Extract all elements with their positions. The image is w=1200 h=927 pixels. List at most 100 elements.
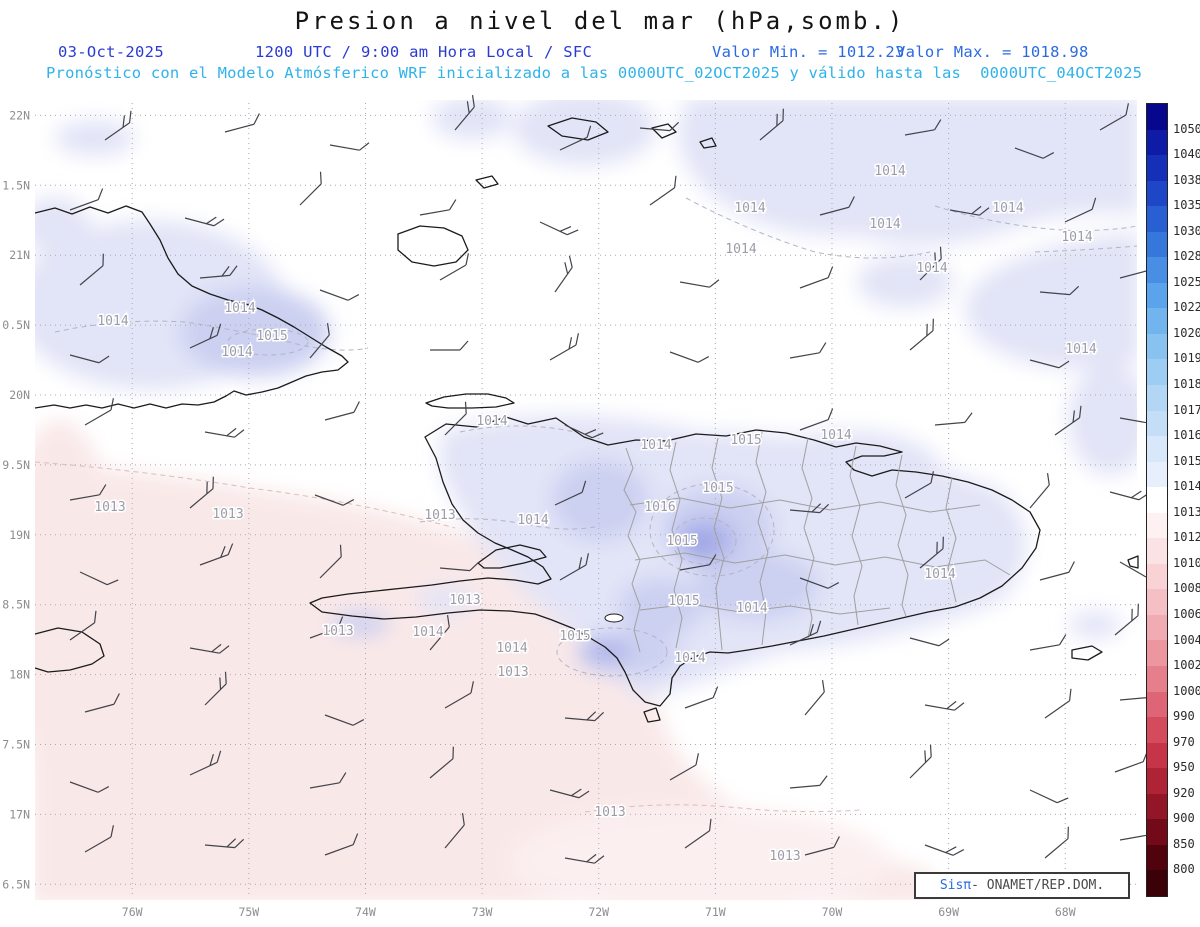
contour-line <box>685 197 931 259</box>
x-axis-label: 75W <box>238 905 259 919</box>
colorbar-cell <box>1147 538 1167 564</box>
wind-barb <box>184 216 225 227</box>
y-axis-label: 6.5N <box>2 877 30 891</box>
y-axis-label: 17N <box>9 807 30 821</box>
wind-barb <box>804 680 825 716</box>
contour-label: 1014 <box>221 345 252 360</box>
x-axis-label: 72W <box>588 905 609 919</box>
wind-barb <box>669 753 699 781</box>
colorbar-cell <box>1147 385 1167 411</box>
contour-line <box>227 328 309 356</box>
wind-barb <box>309 616 344 639</box>
shade-blob <box>458 418 582 486</box>
shade-blob <box>180 287 330 377</box>
colorbar-cell <box>1147 640 1167 667</box>
wind-barb <box>299 171 322 206</box>
wind-barb <box>909 637 950 647</box>
page-title: Presion a nivel del mar (hPa,somb.) <box>294 7 906 35</box>
coastline-gonave-island <box>477 544 547 569</box>
wind-barb <box>309 772 347 789</box>
shade-blob <box>678 100 1137 245</box>
contour-label: 1014 <box>820 428 851 443</box>
y-axis-label: 19N <box>9 528 30 542</box>
contour-label: 1014 <box>496 641 527 656</box>
axis-labels: 76W 75W 74W 73W 72W 71W 70W 69W 68W 22N 1.5N 21N 0.5… <box>2 108 1075 919</box>
wind-barb <box>199 543 234 566</box>
colorbar-label: 1022 <box>1173 300 1200 315</box>
colorbar-cell <box>1147 563 1167 590</box>
colorbar-label: 1012 <box>1173 530 1200 545</box>
wind-barb <box>419 199 457 216</box>
wind-barb <box>1114 603 1139 636</box>
wind-barb <box>189 750 222 776</box>
contour-label: 1015 <box>559 629 590 644</box>
wind-barb <box>549 788 590 799</box>
wind-barb <box>324 714 365 726</box>
coastline-cuba <box>34 205 349 409</box>
x-axis-label: 69W <box>938 905 959 919</box>
contour-label: 1013 <box>322 624 353 639</box>
contour-label: 1015 <box>256 329 287 344</box>
colorbar-label: 800 <box>1173 862 1195 877</box>
header-line1: 03-Oct-2025 1200 UTC / 9:00 am Hora Loca… <box>0 43 1200 63</box>
contour-line <box>34 461 456 529</box>
colorbar-label: 1014 <box>1173 479 1200 494</box>
wind-barb <box>204 671 227 706</box>
wind-barb <box>189 643 230 654</box>
wind-barb <box>319 544 342 579</box>
colorbar-labels: 1050 1040 1038 1035 1030 1028 1025 1022 1020 1019… <box>1173 103 1200 897</box>
forecast-time: 1200 UTC / 9:00 am Hora Local / SFC <box>255 43 593 61</box>
wind-barb <box>69 188 104 211</box>
shade-blob <box>694 552 818 620</box>
colorbar-label: 1030 <box>1173 223 1200 238</box>
colorbar-cell <box>1147 410 1167 437</box>
wind-barb <box>819 196 855 216</box>
colorbar-label: 1025 <box>1173 274 1200 289</box>
wind-barb <box>1029 473 1050 509</box>
contour-label: 1014 <box>869 217 900 232</box>
wind-barb <box>199 265 238 279</box>
shade-blob <box>35 197 90 253</box>
wind-barb <box>329 142 370 151</box>
wind-barb <box>430 340 469 351</box>
y-axis-label: 0.5N <box>2 318 30 332</box>
forecast-date: 03-Oct-2025 <box>58 43 164 61</box>
colorbar-label: 1038 <box>1173 172 1200 187</box>
wind-barb <box>1044 826 1069 859</box>
colorbar <box>1146 103 1168 897</box>
colorbar-cell <box>1147 793 1167 820</box>
wind-barb <box>564 424 604 439</box>
colorbar-cell <box>1147 666 1167 692</box>
attribution-system: Sis <box>939 878 964 893</box>
attribution-org: - ONAMET/REP.DOM. <box>971 878 1105 893</box>
wind-barb <box>69 484 107 501</box>
wind-barb <box>439 561 480 572</box>
shade-blob <box>1068 365 1137 475</box>
contour-label: 1014 <box>1061 230 1092 245</box>
coastline-turks <box>651 123 677 139</box>
wind-barb <box>904 119 942 136</box>
coastlines <box>34 117 1139 723</box>
x-axis-label: 76W <box>122 905 143 919</box>
contour-label: 1014 <box>412 625 443 640</box>
colorbar-label: 1017 <box>1173 402 1200 417</box>
wind-barb <box>789 620 822 646</box>
wind-barb <box>684 818 712 849</box>
contour-label: 1014 <box>674 651 705 666</box>
wind-barb <box>1029 359 1070 369</box>
wind-barb <box>789 342 827 359</box>
coastline-cay <box>699 137 717 149</box>
colorbar-cell <box>1147 104 1167 130</box>
wind-barb <box>649 175 677 206</box>
colorbar-label: 970 <box>1173 734 1195 749</box>
colorbar-cell <box>1147 487 1167 513</box>
colorbar-label: 1028 <box>1173 249 1200 264</box>
y-axis-label: 22N <box>9 108 30 122</box>
wind-barb <box>759 108 784 141</box>
colorbar-label: 1040 <box>1173 147 1200 162</box>
wind-barb <box>84 398 114 426</box>
wind-barb <box>799 408 834 431</box>
shade-blob <box>55 120 135 156</box>
wind-barb <box>84 825 114 853</box>
